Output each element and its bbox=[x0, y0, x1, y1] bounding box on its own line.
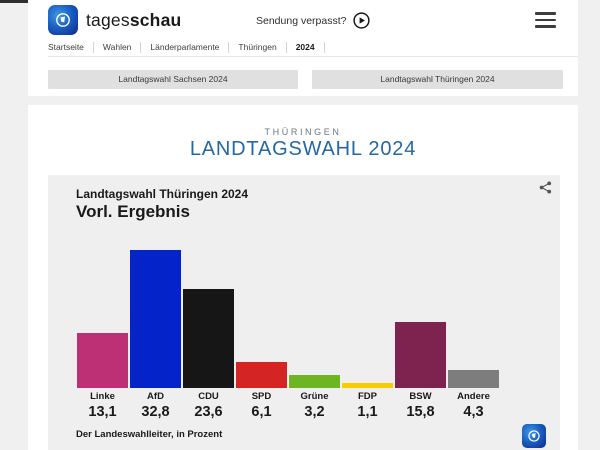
party-label-cdu: CDU bbox=[198, 391, 219, 402]
share-icon[interactable] bbox=[539, 181, 552, 194]
party-label-andere: Andere bbox=[457, 391, 490, 402]
breadcrumb-wahlen[interactable]: Wahlen bbox=[94, 41, 142, 53]
play-icon bbox=[353, 12, 371, 29]
tagesschau-logo-icon bbox=[48, 5, 78, 35]
bar-grüne bbox=[289, 374, 340, 388]
bar-chart-names: Linke AfD CDU SPD Grüne FDP BSW Andere bbox=[77, 391, 499, 402]
breadcrumb-thueringen[interactable]: Thüringen bbox=[229, 41, 287, 53]
party-label-bsw: BSW bbox=[409, 391, 432, 402]
election-nav: Landtagswahl Sachsen 2024 Landtagswahl T… bbox=[48, 70, 563, 89]
party-value-cdu: 23,6 bbox=[194, 404, 223, 420]
chart-title: Landtagswahl Thüringen 2024 bbox=[76, 187, 249, 201]
party-label-linke: Linke bbox=[90, 391, 115, 402]
bar-chart-bars bbox=[77, 245, 499, 388]
sendung-verpasst-link[interactable]: Sendung verpasst? bbox=[256, 12, 371, 29]
party-value-andere: 4,3 bbox=[463, 404, 484, 420]
breadcrumb-startseite[interactable]: Startseite bbox=[48, 41, 94, 53]
party-label-grüne: Grüne bbox=[300, 391, 329, 402]
header: tagesschau Sendung verpasst? Startseite … bbox=[28, 0, 578, 96]
brand-wordmark: tagesschau bbox=[86, 9, 182, 30]
party-value-grüne: 3,2 bbox=[304, 404, 325, 420]
party-value-fdp: 1,1 bbox=[357, 404, 378, 420]
bar-bsw bbox=[395, 321, 446, 388]
sendung-verpasst-label: Sendung verpasst? bbox=[256, 14, 347, 27]
bar-fdp bbox=[342, 383, 393, 388]
breadcrumb-laenderparlamente[interactable]: Länderparlamente bbox=[141, 41, 230, 53]
party-value-spd: 6,1 bbox=[251, 404, 272, 420]
page-title: LANDTAGSWAHL 2024 bbox=[189, 138, 417, 160]
top-edge-fragment bbox=[0, 0, 28, 3]
tagesschau-watermark-icon bbox=[522, 424, 546, 448]
results-chart-card: Landtagswahl Thüringen 2024 Vorl. Ergebn… bbox=[48, 175, 560, 450]
landtagswahl-sachsen-button[interactable]: Landtagswahl Sachsen 2024 bbox=[48, 70, 298, 89]
party-label-spd: SPD bbox=[251, 391, 272, 402]
chart-subtitle: Vorl. Ergebnis bbox=[76, 202, 190, 221]
chart-source: Der Landeswahlleiter, in Prozent bbox=[76, 429, 223, 440]
party-value-afd: 32,8 bbox=[141, 404, 170, 420]
party-label-afd: AfD bbox=[147, 391, 164, 402]
region-kicker: THÜRINGEN bbox=[264, 127, 342, 137]
bar-chart-values: 13,1 32,8 23,6 6,1 3,2 1,1 15,8 4,3 bbox=[77, 404, 499, 420]
tagesschau-home-link[interactable]: tagesschau bbox=[48, 5, 181, 35]
bar-cdu bbox=[183, 288, 234, 388]
bar-spd bbox=[236, 362, 287, 388]
party-value-bsw: 15,8 bbox=[406, 404, 435, 420]
bar-afd bbox=[130, 250, 181, 388]
bar-andere bbox=[448, 369, 499, 388]
breadcrumb: Startseite Wahlen Länderparlamente Thüri… bbox=[48, 40, 578, 57]
bar-linke bbox=[77, 333, 128, 388]
party-label-fdp: FDP bbox=[358, 391, 377, 402]
main-content: THÜRINGEN LANDTAGSWAHL 2024 Landtagswahl… bbox=[28, 105, 578, 450]
party-value-linke: 13,1 bbox=[88, 404, 117, 420]
breadcrumb-2024[interactable]: 2024 bbox=[287, 41, 325, 53]
landtagswahl-thueringen-button[interactable]: Landtagswahl Thüringen 2024 bbox=[312, 70, 563, 89]
page: tagesschau Sendung verpasst? Startseite … bbox=[28, 0, 578, 450]
menu-icon[interactable] bbox=[535, 12, 556, 28]
